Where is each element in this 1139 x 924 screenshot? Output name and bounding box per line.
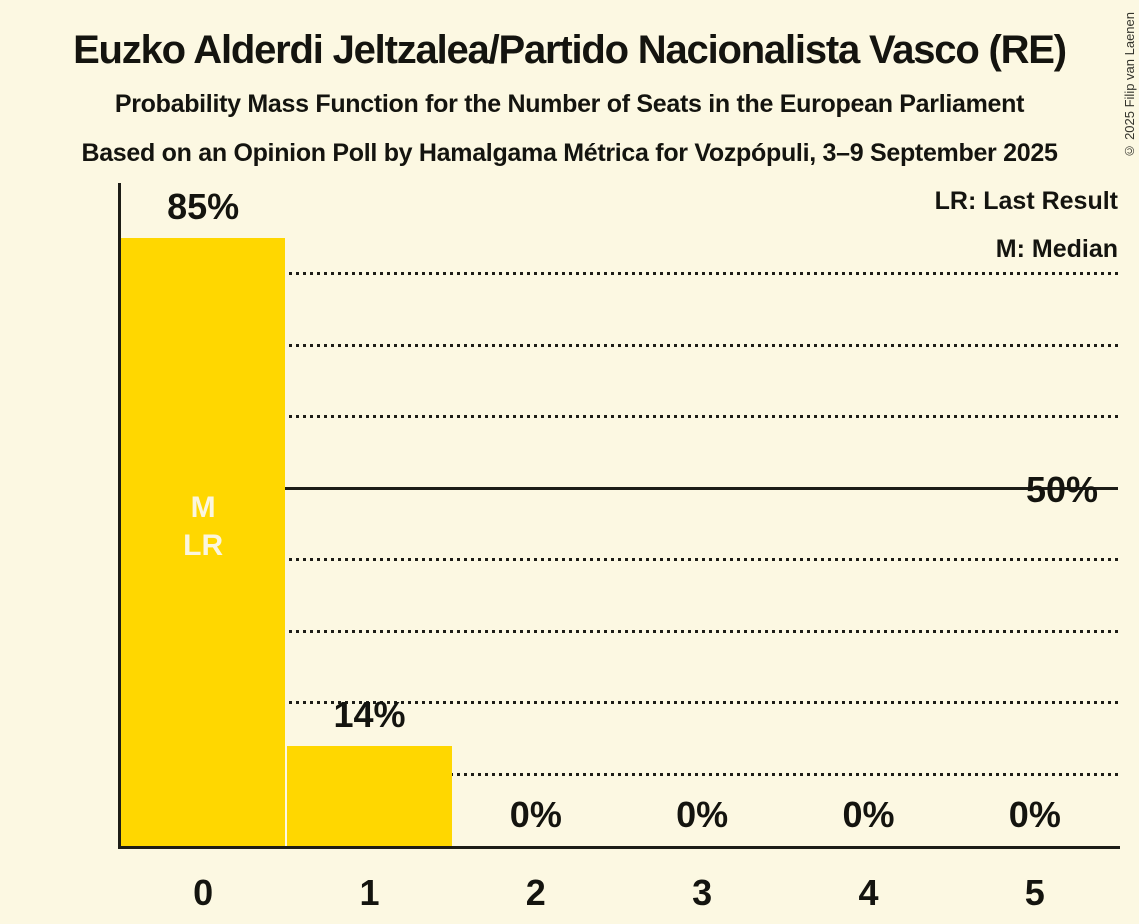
gridline-70pct <box>121 343 1118 347</box>
value-label-seat-0: 85% <box>167 186 240 228</box>
median-marker: M <box>190 491 216 524</box>
x-axis <box>118 846 1120 849</box>
gridline-10pct <box>121 772 1118 776</box>
plot-area: LR: Last Result M: Median 85% 0 14% 1 0% 2 0% 3… <box>120 183 1118 913</box>
gridline-20pct <box>121 701 1118 705</box>
value-label-seat-5: 0% <box>1008 794 1061 835</box>
chart-legend: LR: Last Result M: Median <box>935 177 1118 273</box>
y-axis <box>118 183 121 849</box>
x-tick-label-5: 5 <box>1024 872 1045 913</box>
value-label-seat-3: 0% <box>676 794 729 835</box>
last-result-marker: LR <box>183 529 224 562</box>
copyright-notice: © 2025 Filip van Laenen <box>1122 12 1137 159</box>
poll-source-subtitle: Based on an Opinion Poll by Hamalgama Mé… <box>81 139 1058 167</box>
page-title: Euzko Alderdi Jeltzalea/Partido Nacional… <box>73 28 1067 72</box>
gridline-30pct <box>121 629 1118 633</box>
bar-seat-0 <box>121 238 286 846</box>
x-tick-label-1: 1 <box>359 872 380 913</box>
legend-last-result: LR: Last Result <box>934 187 1118 215</box>
legend-median: M: Median <box>995 235 1118 263</box>
y-axis-tick-label: 50% <box>1025 469 1098 510</box>
value-label-seat-4: 0% <box>842 794 895 835</box>
major-gridline-50pct <box>121 486 1118 490</box>
x-tick-label-4: 4 <box>858 872 879 913</box>
x-tick-label-3: 3 <box>692 872 713 913</box>
x-tick-label-2: 2 <box>525 872 546 913</box>
value-label-seat-1: 14% <box>333 693 406 735</box>
gridline-40pct <box>121 558 1118 562</box>
x-tick-label-0: 0 <box>193 872 214 913</box>
median-last-result-markers: M LR <box>120 489 286 565</box>
gridline-60pct <box>121 415 1118 419</box>
gridline-80pct <box>121 272 1118 276</box>
chart-subtitle: Probability Mass Function for the Number… <box>114 90 1025 118</box>
value-label-seat-2: 0% <box>509 794 562 835</box>
bar-seat-1 <box>287 745 452 846</box>
